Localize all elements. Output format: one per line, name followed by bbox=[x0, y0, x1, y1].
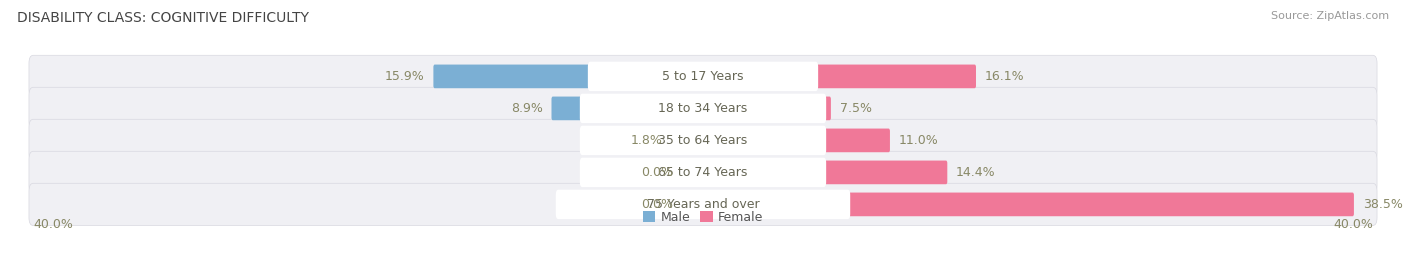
FancyBboxPatch shape bbox=[588, 62, 818, 91]
FancyBboxPatch shape bbox=[579, 94, 827, 123]
Text: 40.0%: 40.0% bbox=[34, 218, 73, 231]
FancyBboxPatch shape bbox=[30, 183, 1376, 225]
Text: 38.5%: 38.5% bbox=[1362, 198, 1403, 211]
FancyBboxPatch shape bbox=[433, 65, 704, 88]
FancyBboxPatch shape bbox=[30, 119, 1376, 161]
FancyBboxPatch shape bbox=[702, 193, 1354, 216]
Text: 16.1%: 16.1% bbox=[984, 70, 1025, 83]
FancyBboxPatch shape bbox=[579, 126, 827, 155]
Text: 5 to 17 Years: 5 to 17 Years bbox=[662, 70, 744, 83]
FancyBboxPatch shape bbox=[682, 193, 704, 216]
FancyBboxPatch shape bbox=[551, 97, 704, 120]
Text: Source: ZipAtlas.com: Source: ZipAtlas.com bbox=[1271, 11, 1389, 21]
FancyBboxPatch shape bbox=[702, 97, 831, 120]
Text: 14.4%: 14.4% bbox=[956, 166, 995, 179]
Text: 11.0%: 11.0% bbox=[898, 134, 938, 147]
FancyBboxPatch shape bbox=[671, 129, 704, 152]
Text: 8.9%: 8.9% bbox=[510, 102, 543, 115]
FancyBboxPatch shape bbox=[579, 158, 827, 187]
FancyBboxPatch shape bbox=[30, 55, 1376, 97]
Text: 0.0%: 0.0% bbox=[641, 198, 672, 211]
Text: 40.0%: 40.0% bbox=[1333, 218, 1372, 231]
FancyBboxPatch shape bbox=[702, 161, 948, 184]
Text: 65 to 74 Years: 65 to 74 Years bbox=[658, 166, 748, 179]
FancyBboxPatch shape bbox=[30, 87, 1376, 130]
FancyBboxPatch shape bbox=[682, 161, 704, 184]
FancyBboxPatch shape bbox=[702, 129, 890, 152]
Text: 18 to 34 Years: 18 to 34 Years bbox=[658, 102, 748, 115]
FancyBboxPatch shape bbox=[555, 190, 851, 219]
Text: 15.9%: 15.9% bbox=[385, 70, 425, 83]
Text: 75 Years and over: 75 Years and over bbox=[647, 198, 759, 211]
Text: 7.5%: 7.5% bbox=[839, 102, 872, 115]
FancyBboxPatch shape bbox=[702, 65, 976, 88]
Text: DISABILITY CLASS: COGNITIVE DIFFICULTY: DISABILITY CLASS: COGNITIVE DIFFICULTY bbox=[17, 11, 309, 25]
FancyBboxPatch shape bbox=[30, 151, 1376, 194]
Text: 35 to 64 Years: 35 to 64 Years bbox=[658, 134, 748, 147]
Legend: Male, Female: Male, Female bbox=[643, 211, 763, 224]
Text: 1.8%: 1.8% bbox=[631, 134, 662, 147]
Text: 0.0%: 0.0% bbox=[641, 166, 672, 179]
